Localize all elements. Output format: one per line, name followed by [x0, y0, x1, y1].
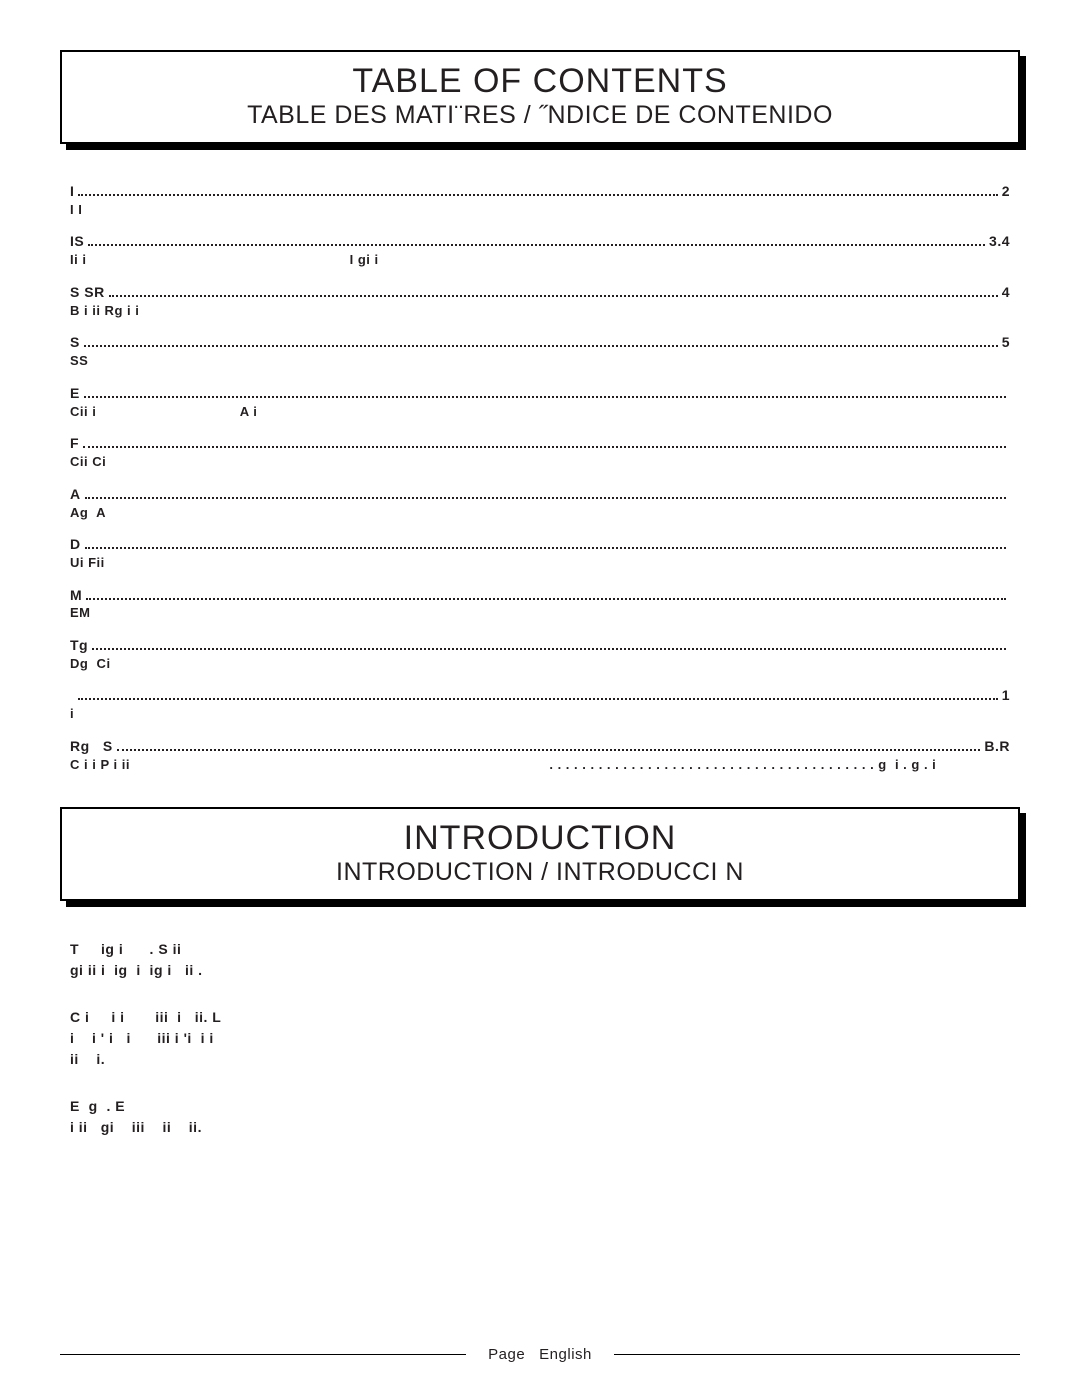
toc-title-box: TABLE OF CONTENTS TABLE DES MATI¨RES / ˝…	[60, 50, 1020, 144]
toc-label: F	[70, 434, 79, 453]
toc-leader	[117, 749, 981, 751]
toc-row: A	[70, 485, 1010, 504]
toc-label: I	[70, 182, 74, 201]
toc-subline: B i ii Rg i i	[70, 302, 1010, 320]
toc-label: Tg	[70, 636, 88, 655]
toc-row: Rg S B.R	[70, 737, 1010, 756]
toc-leader	[78, 698, 997, 700]
toc-subline: EM	[70, 604, 1010, 622]
toc-subline: Cii i A i	[70, 403, 1010, 421]
toc-label: D	[70, 535, 81, 554]
toc-page-number: 2	[1002, 182, 1010, 201]
toc-leader	[86, 598, 1006, 600]
toc-leader	[88, 244, 985, 246]
toc-entry: IS 3.4Ii i I gi i	[70, 232, 1010, 268]
toc-subline: i	[70, 705, 1010, 723]
toc-entry: Rg S B.RC i i P i ii . . . . . . . . . . …	[70, 737, 1010, 773]
toc-leader	[84, 396, 1006, 398]
footer-rule-right	[614, 1354, 1020, 1355]
toc-subline: Dg Ci	[70, 655, 1010, 673]
toc-label: E	[70, 384, 80, 403]
toc-row: Tg	[70, 636, 1010, 655]
toc-entry: ECii i A i	[70, 384, 1010, 420]
toc-label: M	[70, 586, 82, 605]
intro-paragraph: T ig i . S ii gi ii i ig i ig i ii .	[70, 939, 1010, 981]
toc-leader	[78, 194, 997, 196]
toc-row: S SR 4	[70, 283, 1010, 302]
toc-title-sub: TABLE DES MATI¨RES / ˝NDICE DE CONTENIDO	[82, 101, 998, 130]
toc-entry: I2I I	[70, 182, 1010, 218]
toc-leader	[83, 446, 1006, 448]
toc-leader	[84, 345, 998, 347]
toc-label: S SR	[70, 283, 105, 302]
toc-row: D	[70, 535, 1010, 554]
toc-page-number: 1	[1002, 686, 1010, 705]
toc-subline: Ag A	[70, 504, 1010, 522]
toc-row: M	[70, 586, 1010, 605]
intro-title-main: INTRODUCTION	[82, 819, 998, 858]
toc-subline: Ui Fii	[70, 554, 1010, 572]
toc-entry: DUi Fii	[70, 535, 1010, 571]
toc-label	[70, 686, 74, 705]
toc-page-number: 3.4	[989, 232, 1010, 251]
intro-paragraph: C i i i iii i ii. L i i ' i i iii i 'i i…	[70, 1007, 1010, 1070]
intro-title-box: INTRODUCTION INTRODUCTION / INTRODUCCI N	[60, 807, 1020, 901]
footer-text: Page English	[488, 1346, 592, 1363]
table-of-contents: I2I IIS3.4Ii i I gi iS SR4B i ii Rg i iS…	[60, 182, 1020, 773]
toc-label: A	[70, 485, 81, 504]
toc-subline: SS	[70, 352, 1010, 370]
toc-title-main: TABLE OF CONTENTS	[82, 62, 998, 101]
toc-subline: I I	[70, 201, 1010, 219]
toc-subline: Ii i I gi i	[70, 251, 1010, 269]
intro-paragraph: E g . E i ii gi iii ii ii.	[70, 1096, 1010, 1138]
introduction-body: T ig i . S ii gi ii i ig i ig i ii . C i …	[60, 939, 1020, 1138]
toc-entry: S SR 4B i ii Rg i i	[70, 283, 1010, 319]
toc-page-number: 4	[1002, 283, 1010, 302]
toc-leader	[92, 648, 1006, 650]
toc-row: IS 3.4	[70, 232, 1010, 251]
footer-rule-left	[60, 1354, 466, 1355]
toc-label: S	[70, 333, 80, 352]
toc-page-number: 5	[1002, 333, 1010, 352]
toc-leader	[85, 497, 1006, 499]
document-page: TABLE OF CONTENTS TABLE DES MATI¨RES / ˝…	[0, 0, 1080, 1194]
toc-entry: FCii Ci	[70, 434, 1010, 470]
page-footer: Page English	[60, 1346, 1020, 1363]
toc-entry: AAg A	[70, 485, 1010, 521]
toc-subline: C i i P i ii . . . . . . . . . . . . . .…	[70, 756, 1010, 774]
toc-label: Rg S	[70, 737, 113, 756]
toc-label: IS	[70, 232, 84, 251]
toc-entry: S5SS	[70, 333, 1010, 369]
toc-leader	[109, 295, 998, 297]
toc-subline: Cii Ci	[70, 453, 1010, 471]
toc-leader	[85, 547, 1006, 549]
toc-entry: 1i	[70, 686, 1010, 722]
toc-row: E	[70, 384, 1010, 403]
toc-row: 1	[70, 686, 1010, 705]
toc-row: F	[70, 434, 1010, 453]
toc-row: I2	[70, 182, 1010, 201]
toc-row: S5	[70, 333, 1010, 352]
intro-title-sub: INTRODUCTION / INTRODUCCI N	[82, 858, 998, 887]
toc-entry: TgDg Ci	[70, 636, 1010, 672]
toc-page-number: B.R	[984, 737, 1010, 756]
toc-entry: MEM	[70, 586, 1010, 622]
